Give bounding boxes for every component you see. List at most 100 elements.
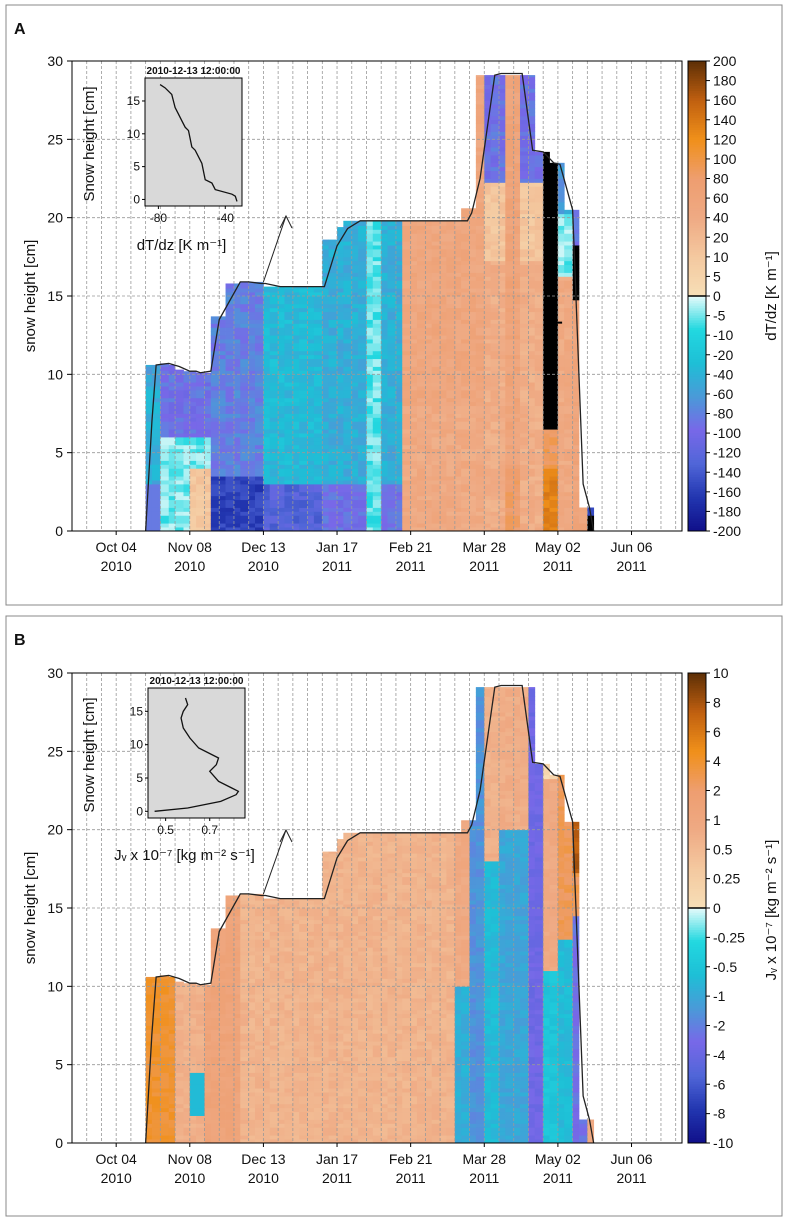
heatmap-cell: [204, 425, 212, 430]
heatmap-cell: [528, 327, 536, 332]
heatmap-cell: [395, 327, 403, 332]
heatmap-cell: [543, 209, 550, 215]
colorbar-segment: [688, 264, 706, 268]
heatmap-cell: [557, 350, 565, 356]
heatmap-cell: [461, 319, 470, 324]
heatmap-cell: [183, 507, 191, 512]
heatmap-cell: [513, 100, 521, 105]
heatmap-cell: [402, 386, 412, 391]
heatmap-cell: [410, 296, 418, 301]
heatmap-cell: [543, 507, 550, 512]
heatmap-cell: [387, 417, 397, 422]
heatmap-cell: [313, 366, 323, 371]
heatmap-cell: [387, 249, 397, 254]
heatmap-cell: [461, 499, 470, 504]
heatmap-cell: [440, 440, 447, 446]
heatmap-cell: [395, 440, 403, 446]
heatmap-cell: [278, 327, 285, 332]
heatmap-cell: [543, 331, 550, 336]
heatmap-cell: [475, 139, 485, 144]
heatmap-cell: [366, 397, 374, 403]
heatmap-cell: [416, 429, 426, 434]
heatmap-cell: [210, 448, 220, 454]
heatmap-cell: [499, 194, 506, 199]
heatmap-cell: [520, 444, 529, 450]
heatmap-cell: [454, 437, 462, 442]
colorbar-segment: [688, 305, 706, 309]
heatmap-cell: [292, 429, 300, 434]
heatmap-cell: [528, 237, 536, 242]
colorbar-segment: [688, 222, 706, 226]
heatmap-cell: [299, 476, 308, 481]
heatmap-cell: [381, 437, 388, 442]
heatmap-cell: [284, 378, 294, 383]
heatmap-cell: [160, 448, 170, 454]
heatmap-cell: [528, 166, 536, 172]
heatmap-cell: [372, 366, 382, 371]
heatmap-cell: [351, 272, 359, 277]
heatmap-cell: [499, 166, 506, 172]
heatmap-cell: [210, 413, 220, 418]
heatmap-cell: [513, 429, 521, 434]
heatmap-cell: [410, 366, 418, 371]
heatmap-cell: [248, 281, 256, 285]
heatmap-cell: [372, 335, 382, 340]
heatmap-cell: [513, 511, 521, 516]
heatmap-cell: [572, 350, 580, 356]
heatmap-cell: [381, 323, 388, 328]
heatmap-cell: [160, 440, 170, 446]
heatmap-cell: [557, 346, 565, 352]
heatmap-cell: [366, 268, 374, 273]
heatmap-cell: [490, 417, 500, 422]
heatmap-cell: [499, 421, 506, 426]
heatmap-cell: [233, 413, 241, 418]
heatmap-cell: [499, 503, 506, 508]
heatmap-cell: [499, 111, 506, 117]
heatmap-cell: [513, 92, 521, 97]
heatmap-cell: [461, 323, 470, 328]
heatmap-cell: [410, 362, 418, 367]
heatmap-cell: [160, 444, 170, 450]
heatmap-cell: [499, 331, 506, 336]
heatmap-cell: [175, 460, 184, 465]
heatmap-cell: [499, 511, 506, 516]
heatmap-cell: [557, 190, 565, 195]
heatmap-cell: [534, 444, 544, 450]
heatmap-cell: [557, 303, 565, 309]
heatmap-cell: [446, 350, 456, 356]
heatmap-cell: [520, 393, 529, 399]
heatmap-cell: [534, 299, 544, 305]
heatmap-cell: [299, 405, 308, 410]
heatmap-cell: [505, 511, 515, 516]
heatmap-column: [225, 283, 235, 532]
heatmap-cell: [461, 448, 470, 454]
heatmap-cell: [564, 409, 574, 414]
heatmap-cell: [343, 303, 353, 309]
heatmap-cell: [528, 331, 536, 336]
heatmap-cell: [475, 307, 485, 313]
heatmap-cell: [210, 354, 220, 360]
heatmap-cell: [557, 182, 565, 187]
heatmap-cell: [484, 499, 491, 504]
heatmap-cell: [425, 323, 433, 328]
heatmap-cell: [490, 260, 500, 266]
heatmap-cell: [543, 495, 550, 501]
heatmap-cell: [322, 527, 330, 532]
heatmap-cell: [499, 100, 506, 105]
heatmap-cell: [219, 421, 226, 426]
heatmap-cell: [446, 523, 456, 528]
heatmap-cell: [543, 515, 550, 520]
heatmap-cell: [484, 229, 491, 234]
heatmap-cell: [278, 464, 285, 469]
heatmap-cell: [557, 272, 565, 277]
heatmap-cell: [505, 264, 515, 269]
heatmap-cell: [490, 405, 500, 410]
heatmap-cell: [351, 366, 359, 371]
y-tick-label: 30: [47, 53, 63, 69]
heatmap-cell: [343, 527, 353, 532]
heatmap-cell: [513, 417, 521, 422]
heatmap-cell: [313, 370, 323, 375]
heatmap-cell: [292, 507, 300, 512]
heatmap-cell: [513, 96, 521, 101]
heatmap-cell: [145, 1021, 153, 1026]
